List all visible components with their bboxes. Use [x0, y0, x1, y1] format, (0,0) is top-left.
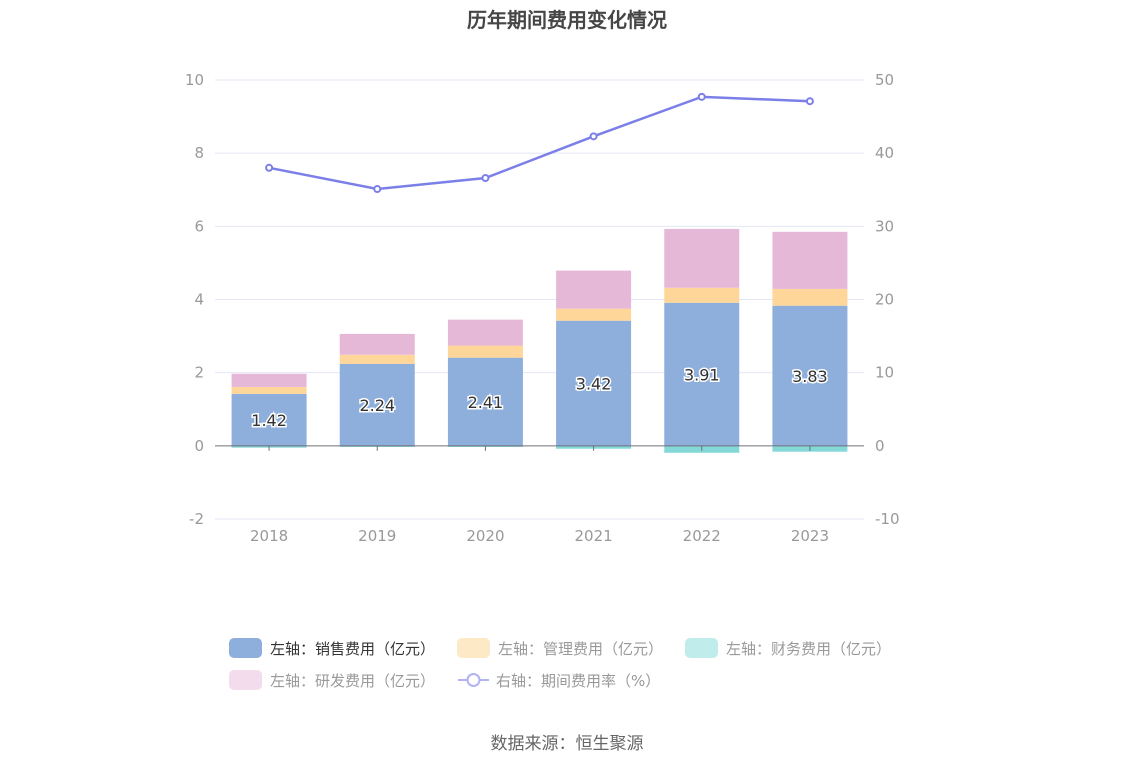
- bar-admin: [556, 308, 632, 321]
- x-axis-tick-label: 2023: [791, 527, 829, 545]
- legend-label: 左轴：财务费用（亿元）: [726, 639, 892, 658]
- bar-data-label: 1.42: [251, 411, 287, 430]
- right-axis-tick-label: 40: [875, 144, 894, 162]
- left-axis-tick-label: -2: [189, 510, 204, 528]
- bar-rd: [231, 373, 307, 387]
- left-axis-tick-label: 4: [194, 291, 204, 309]
- bar-admin: [231, 386, 307, 394]
- bar-rd: [664, 228, 740, 288]
- bar-admin: [339, 354, 415, 364]
- line-expense-rate: [268, 95, 810, 191]
- bar-sales: [447, 357, 523, 446]
- bar-admin: [772, 288, 848, 306]
- data-source: 数据来源：恒生聚源: [490, 734, 644, 754]
- right-axis-tick-label: -10: [875, 510, 900, 528]
- bar-data-label: 3.42: [576, 374, 612, 393]
- legend-item-rate[interactable]: 右轴：期间费用率（%）: [457, 670, 660, 691]
- right-axis-tick-label: 20: [875, 291, 894, 309]
- x-axis-tick-label: 2021: [574, 527, 612, 545]
- line-point: [589, 132, 598, 141]
- legend-item-sales[interactable]: 左轴：销售费用（亿元）: [229, 638, 435, 659]
- bar-admin: [447, 345, 523, 358]
- line-point: [697, 92, 706, 101]
- left-axis-tick-label: 6: [194, 217, 204, 235]
- bar-data-label: 3.83: [792, 367, 828, 386]
- legend-item-finance[interactable]: 左轴：财务费用（亿元）: [685, 638, 891, 659]
- bar-admin: [664, 287, 740, 303]
- legend: 左轴：销售费用（亿元） 左轴：管理费用（亿元） 左轴：财务费用（亿元） 左轴：研…: [229, 632, 929, 696]
- line-point: [805, 97, 814, 106]
- chart-title: 历年期间费用变化情况: [467, 8, 667, 32]
- legend-label: 左轴：管理费用（亿元）: [498, 639, 664, 658]
- line-point: [481, 174, 490, 183]
- left-axis-tick-label: 2: [194, 364, 204, 382]
- legend-item-admin[interactable]: 左轴：管理费用（亿元）: [457, 638, 663, 659]
- bar-sales: [772, 305, 848, 446]
- legend-swatch-rd: [229, 670, 262, 690]
- x-axis-tick-label: 2022: [683, 527, 721, 545]
- line-point: [265, 163, 274, 172]
- bar-sales: [231, 393, 307, 446]
- bar-rd: [556, 270, 632, 309]
- bar-sales: [556, 320, 632, 446]
- line-point: [373, 185, 382, 194]
- left-axis-tick-label: 10: [185, 71, 204, 89]
- right-axis-tick-label: 30: [875, 217, 894, 235]
- x-axis-tick-label: 2018: [250, 527, 288, 545]
- bar-data-label: 3.91: [684, 365, 720, 384]
- legend-item-rd[interactable]: 左轴：研发费用（亿元）: [229, 670, 435, 691]
- legend-label: 右轴：期间费用率（%）: [496, 671, 661, 690]
- x-axis-tick-label: 2019: [358, 527, 396, 545]
- bar-rd: [339, 333, 415, 355]
- legend-swatch-sales: [229, 638, 262, 658]
- legend-label: 左轴：研发费用（亿元）: [270, 671, 436, 690]
- left-axis-tick-label: 8: [194, 144, 204, 162]
- bar-data-label: 2.41: [468, 393, 504, 412]
- legend-swatch-admin: [457, 638, 491, 658]
- x-axis-tick-label: 2020: [466, 527, 504, 545]
- chart-plot: -2 0 2 4 6 8 10 -10 0 10 20 30 40 50 1.42 2018 2.24 2019 2…: [185, 71, 900, 545]
- right-axis-tick-label: 50: [875, 71, 894, 89]
- left-axis-tick-label: 0: [194, 437, 204, 455]
- legend-label: 左轴：销售费用（亿元）: [270, 639, 436, 658]
- legend-line-marker-icon: [458, 673, 490, 687]
- bar-sales: [664, 302, 740, 446]
- bar-data-label: 2.24: [359, 396, 395, 415]
- bar-rd: [447, 319, 523, 346]
- bar-sales: [339, 363, 415, 446]
- right-axis-tick-label: 0: [875, 437, 885, 455]
- bar-rd: [772, 231, 848, 289]
- legend-swatch-finance: [685, 638, 719, 658]
- right-axis-tick-label: 10: [875, 364, 894, 382]
